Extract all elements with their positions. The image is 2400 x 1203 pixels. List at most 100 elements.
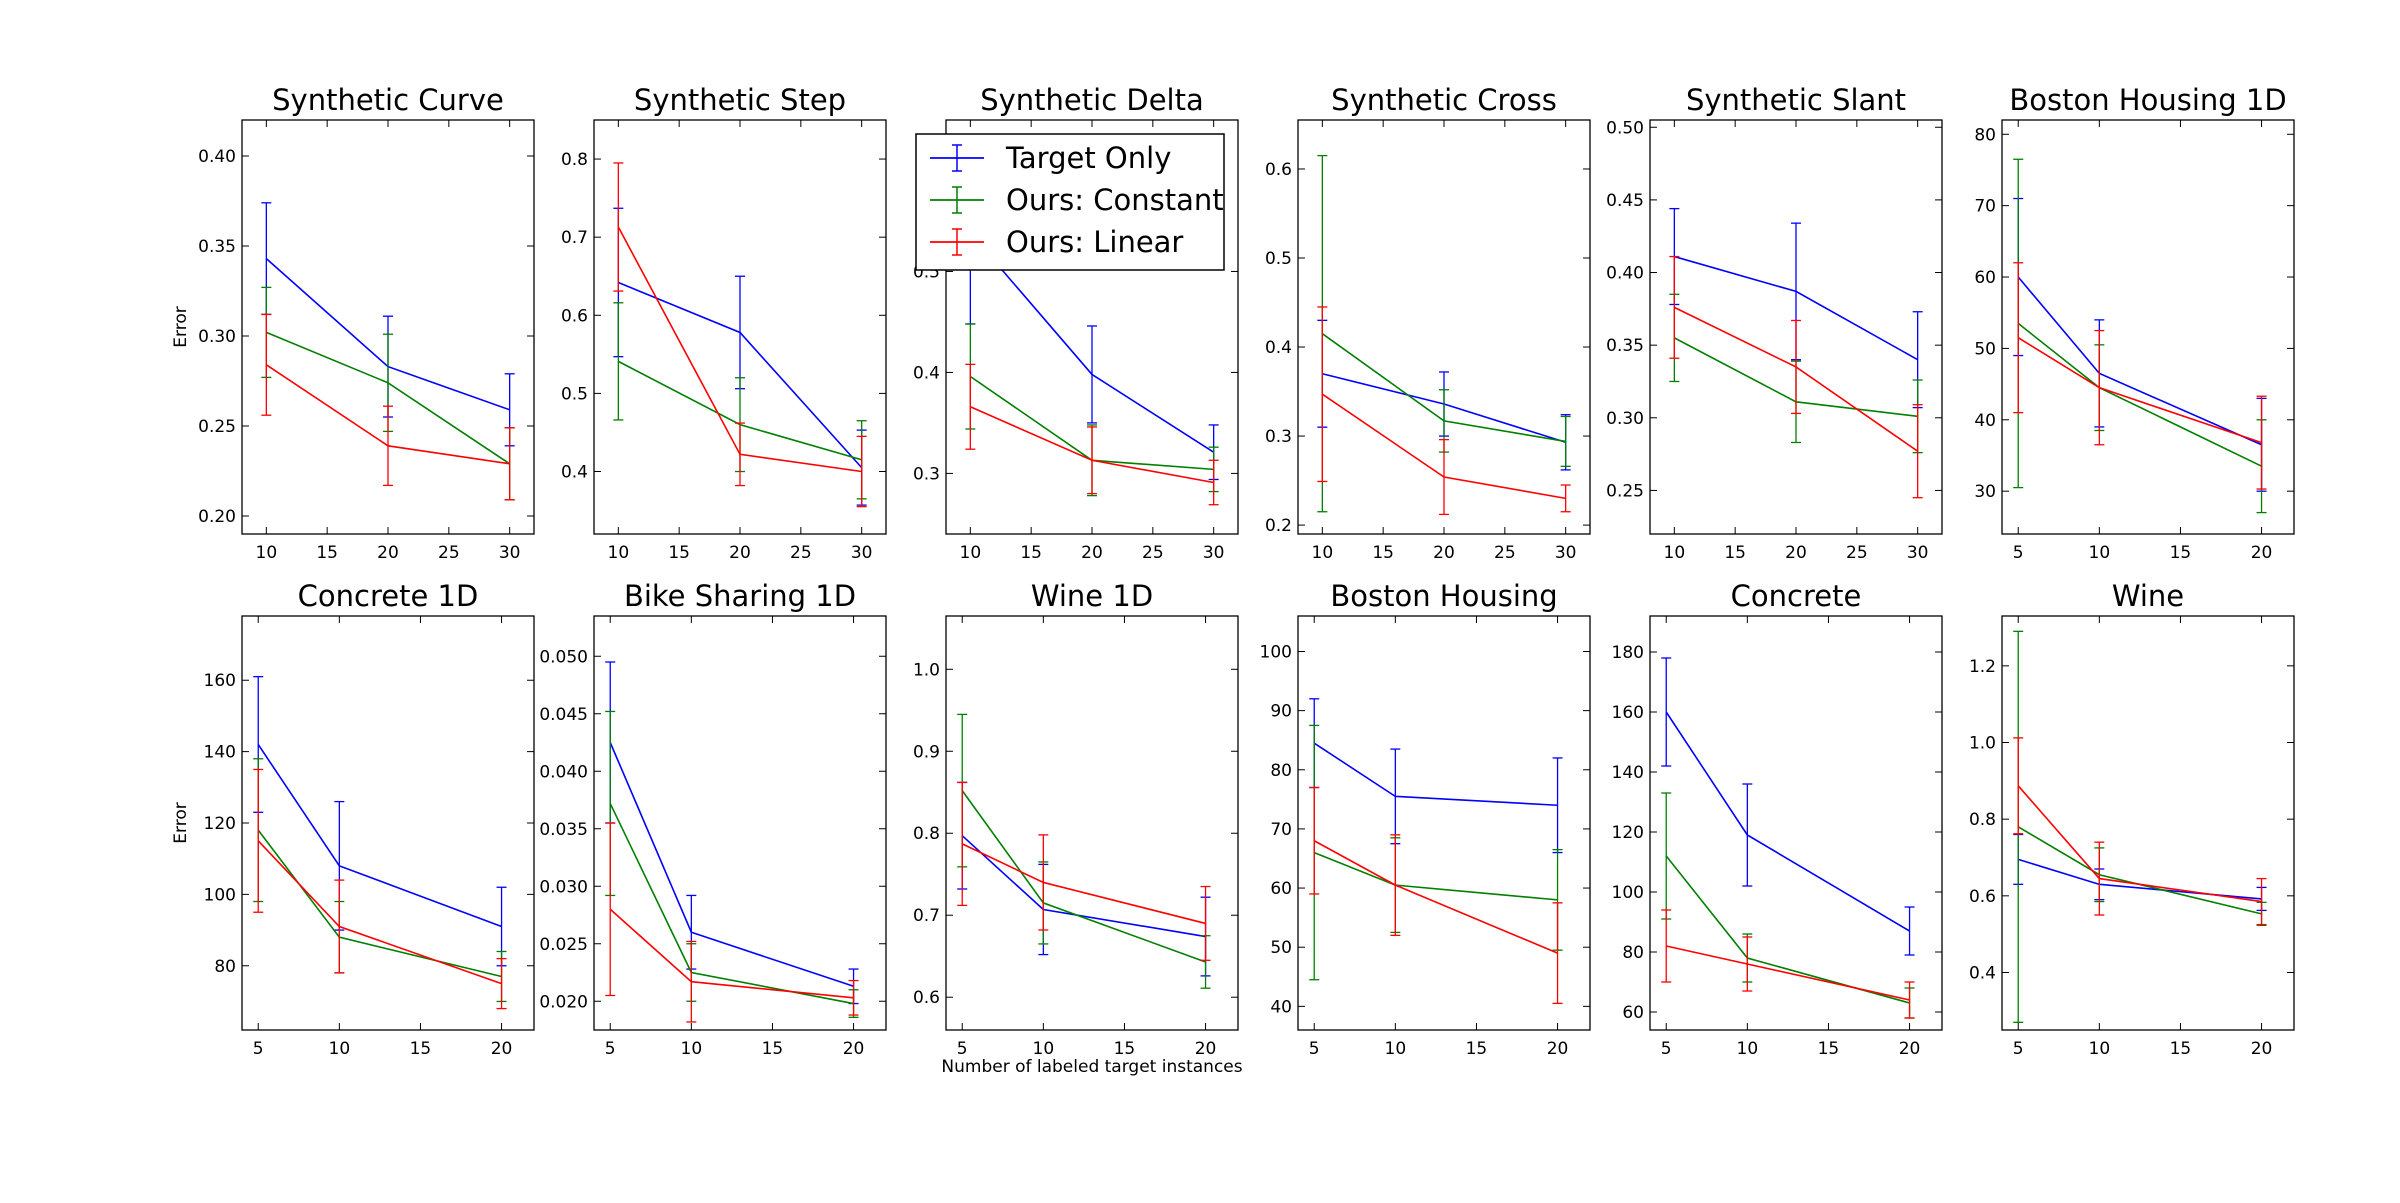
y-tick-label: 40 [1974,411,1996,431]
y-tick-label: 0.7 [913,906,940,926]
series-line [257,744,502,928]
legend-entry-ours-linear: Ours: Linear [930,225,1183,259]
x-tick-label: 5 [1661,1039,1672,1059]
x-tick-label: 20 [1433,543,1455,563]
x-tick-label: 10 [2089,543,2111,563]
series-line [1665,711,1910,932]
x-tick-label: 20 [491,1039,513,1059]
series-line [1321,333,1566,443]
series-line [1313,840,1558,954]
legend-label: Target Only [1005,141,1171,175]
y-tick-label: 0.8 [561,150,588,170]
series-ours-linear [2013,737,2267,926]
x-tick-label: 25 [438,543,460,563]
y-tick-label: 0.20 [198,507,236,527]
x-tick-label: 5 [2013,1039,2024,1059]
y-tick-label: 50 [1270,938,1292,958]
subplot-bike-sharing-1d: Bike Sharing 1D 5 10 15 20 0.020 0.025 0.030 0.0… [539,579,887,1059]
y-tick-label: 0.025 [539,935,588,955]
y-tick-label: 60 [1270,879,1292,899]
x-tick-label: 15 [410,1039,432,1059]
y-tick-label: 0.40 [1606,264,1644,284]
series-line [2017,322,2262,467]
series-ours-linear [1309,786,1563,1005]
series-line [969,232,1215,453]
series-line [961,843,1206,925]
subplot-boston-housing-1d: Boston Housing 1D 5 10 15 20 30 40 50 60 70 80 [1974,83,2295,563]
series-line [266,331,511,465]
y-tick-label: 80 [1622,943,1644,963]
y-tick-label: 40 [1270,997,1292,1017]
x-tick-label: 15 [1020,543,1042,563]
series-ours-linear [957,781,1211,961]
y-tick-label: 0.040 [539,762,588,782]
subplot-title: Synthetic Step [634,83,846,117]
x-tick-label: 10 [329,1039,351,1059]
y-tick-label: 0.6 [913,988,940,1008]
series-line [609,742,854,988]
x-tick-label: 5 [2013,543,2024,563]
y-tick-label: 0.7 [561,228,588,248]
x-tick-label: 15 [1818,1039,1840,1059]
y-tick-label: 70 [1270,820,1292,840]
series-line [609,908,854,999]
x-tick-label: 10 [608,543,630,563]
x-tick-label: 15 [2170,543,2192,563]
y-tick-label: 0.4 [561,463,588,483]
y-tick-label: 0.30 [1606,409,1644,429]
x-tick-label: 10 [2089,1039,2111,1059]
x-tick-label: 15 [1372,543,1394,563]
y-tick-label: 160 [1612,703,1644,723]
x-tick-label: 5 [605,1039,616,1059]
series-line [617,226,862,473]
x-tick-label: 10 [1033,1039,1055,1059]
series-ours-linear [2013,262,2267,490]
x-tick-label: 10 [1664,543,1686,563]
subplot-wine-1d: Wine 1D 5 10 15 20 0.6 0.7 0.8 0.9 1.0 [913,579,1239,1059]
subplot-synthetic-curve: Synthetic Curve 10 15 20 25 30 0.20 0.25 0.30 0.3… [171,83,535,563]
y-tick-label: 0.6 [1265,160,1292,180]
x-tick-label: 25 [1846,543,1868,563]
series-line [1665,855,1910,1004]
y-tick-label: 120 [204,814,236,834]
x-tick-label: 20 [1195,1039,1217,1059]
series-line [618,281,863,469]
y-tick-label: 0.020 [539,992,588,1012]
series-line [1313,742,1558,807]
x-tick-label: 25 [1494,543,1516,563]
y-tick-label: 0.6 [1969,887,1996,907]
x-tick-label: 30 [1555,543,1577,563]
x-tick-label: 30 [851,543,873,563]
series-target-only [957,781,1211,977]
x-tick-label: 20 [2251,543,2273,563]
series-line [257,829,502,978]
y-axis-label: Error [171,802,191,843]
series-ours-linear [253,768,507,1010]
y-tick-label: 1.0 [1969,734,1996,754]
subplot-title: Wine [2112,579,2184,613]
subplot-title: Boston Housing [1330,579,1557,613]
x-tick-label: 10 [256,543,278,563]
figure-x-axis-label: Number of labeled target instances [941,1057,1242,1077]
subplot-title: Synthetic Curve [272,83,504,117]
x-tick-label: 20 [843,1039,865,1059]
error-bar [1200,885,1211,961]
x-tick-label: 10 [681,1039,703,1059]
y-tick-label: 0.40 [198,147,236,167]
y-tick-label: 0.4 [1265,338,1292,358]
y-tick-label: 0.50 [1606,118,1644,138]
series-line [2017,785,2262,903]
y-tick-label: 0.2 [1265,516,1292,536]
y-tick-label: 1.0 [913,660,940,680]
x-tick-label: 25 [790,543,812,563]
series-ours-linear [1317,306,1571,516]
x-tick-label: 30 [1203,543,1225,563]
legend-label: Ours: Constant [1006,183,1224,217]
y-tick-label: 0.25 [198,417,236,437]
series-ours-linear [605,822,859,1023]
y-tick-label: 0.045 [539,705,588,725]
y-tick-label: 0.5 [1265,249,1292,269]
y-tick-label: 0.35 [198,237,236,257]
y-tick-label: 0.25 [1606,481,1644,501]
